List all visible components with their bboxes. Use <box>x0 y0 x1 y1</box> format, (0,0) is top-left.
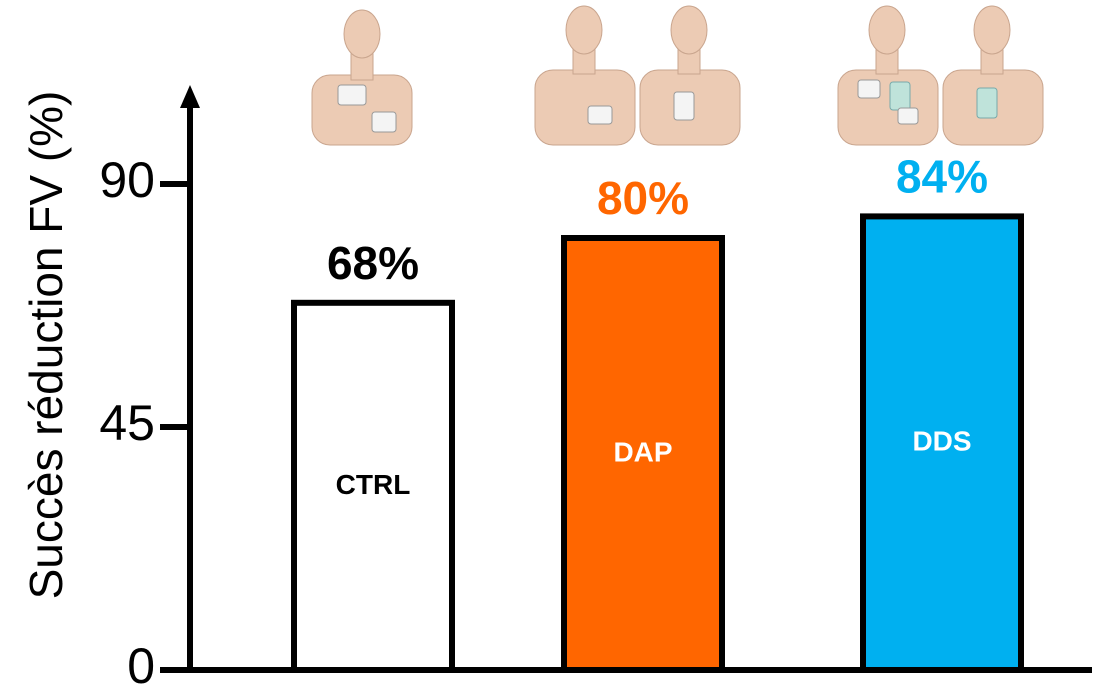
chart: Succès réduction FV (%) 0 45 90 68% CTRL 80% D… <box>0 0 1103 693</box>
y-axis-arrow <box>180 85 200 108</box>
y-tick-label: 45 <box>99 395 155 451</box>
illustration-dap <box>535 6 740 145</box>
value-label: 80% <box>597 172 689 224</box>
value-label: 68% <box>327 237 419 289</box>
category-label: DAP <box>613 436 672 467</box>
category-label: DDS <box>912 426 971 457</box>
category-label: CTRL <box>336 469 411 500</box>
value-label: 84% <box>896 151 988 203</box>
illustration-ctrl <box>312 10 412 145</box>
y-axis-label: Succès réduction FV (%) <box>20 91 72 600</box>
y-tick-label: 0 <box>127 638 155 693</box>
y-tick-label: 90 <box>99 152 155 208</box>
illustration-dds <box>838 6 1043 145</box>
